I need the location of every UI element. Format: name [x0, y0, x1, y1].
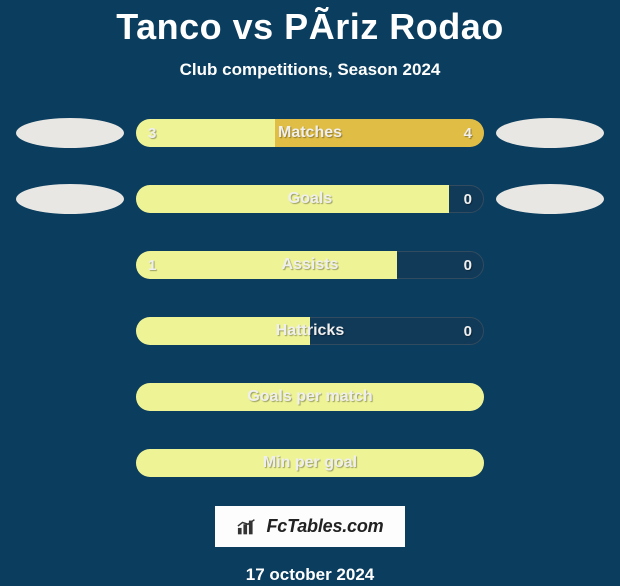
stat-row: 0Goals	[10, 176, 610, 222]
stat-bar: Goals per match	[136, 383, 484, 411]
stat-label: Min per goal	[136, 449, 484, 477]
stat-row: Goals per match	[10, 374, 610, 420]
stat-label: Assists	[136, 251, 484, 279]
attribution-box: FcTables.com	[215, 506, 406, 547]
stat-label: Hattricks	[136, 317, 484, 345]
stat-label: Goals	[136, 185, 484, 213]
ellipse-cell-right	[490, 118, 610, 148]
player-ellipse-left	[16, 118, 124, 148]
stats-rows: 34Matches 0Goals 10Assists 0Hattricks Goals …	[10, 110, 610, 486]
player-ellipse-right	[496, 118, 604, 148]
stat-bar: 10Assists	[136, 251, 484, 279]
stat-bar: 0Goals	[136, 185, 484, 213]
player-ellipse-right	[496, 184, 604, 214]
stat-bar: 0Hattricks	[136, 317, 484, 345]
stat-row: Min per goal	[10, 440, 610, 486]
subtitle: Club competitions, Season 2024	[10, 60, 610, 80]
ellipse-cell-left	[10, 184, 130, 214]
attribution: FcTables.com	[10, 506, 610, 547]
stat-label: Matches	[136, 119, 484, 147]
ellipse-cell-right	[490, 184, 610, 214]
stat-row: 34Matches	[10, 110, 610, 156]
stat-bar: Min per goal	[136, 449, 484, 477]
player-ellipse-left	[16, 184, 124, 214]
ellipse-cell-left	[10, 118, 130, 148]
stat-row: 10Assists	[10, 242, 610, 288]
chart-icon	[237, 518, 259, 536]
stat-label: Goals per match	[136, 383, 484, 411]
date-text: 17 october 2024	[10, 565, 610, 585]
page-title: Tanco vs PÃriz Rodao	[10, 6, 610, 48]
stat-row: 0Hattricks	[10, 308, 610, 354]
stat-bar: 34Matches	[136, 119, 484, 147]
attribution-text: FcTables.com	[267, 516, 384, 537]
